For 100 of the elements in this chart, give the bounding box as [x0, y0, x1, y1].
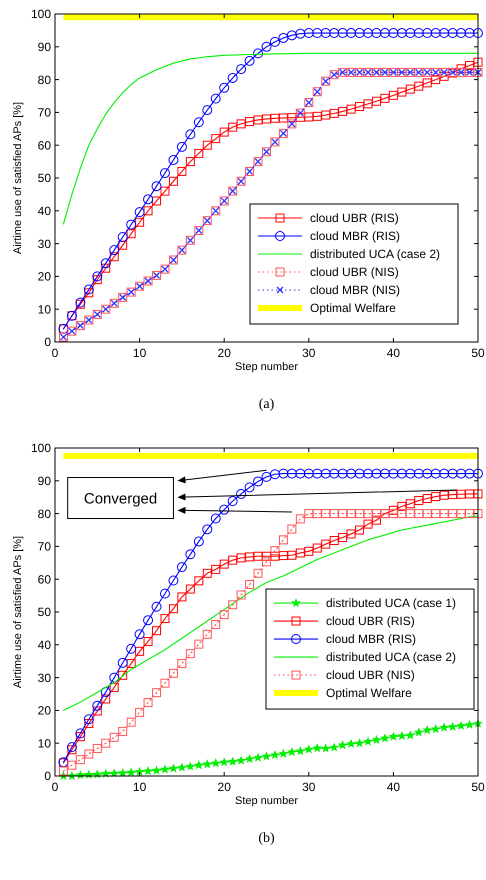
point [448, 722, 457, 730]
point [186, 762, 195, 770]
point [100, 258, 111, 268]
point [236, 488, 246, 499]
point [431, 509, 440, 518]
point [202, 524, 212, 534]
point [278, 468, 288, 479]
point [134, 207, 145, 218]
point [364, 509, 373, 518]
y-tick-label: 100 [30, 441, 52, 456]
point [254, 753, 262, 762]
point [330, 742, 338, 752]
point [135, 767, 144, 776]
point [397, 502, 406, 511]
x-tick-label: 40 [386, 346, 400, 360]
point [101, 769, 110, 778]
point [296, 112, 305, 122]
point [389, 732, 398, 740]
point [422, 468, 432, 479]
point [236, 590, 246, 600]
point [219, 82, 230, 93]
point [296, 746, 305, 755]
point [406, 509, 415, 518]
point [253, 476, 264, 486]
point [346, 104, 356, 114]
point [236, 553, 246, 562]
point [338, 509, 348, 518]
x-tick-label: 50 [471, 346, 485, 360]
x-tick-label: 10 [132, 346, 147, 360]
point [202, 630, 212, 639]
legend-label: Optimal Welfare [310, 301, 396, 316]
annotation: Converged [84, 490, 158, 508]
point [338, 106, 348, 116]
point [296, 548, 305, 558]
point [126, 220, 136, 230]
point [464, 468, 475, 479]
point [211, 620, 220, 629]
point [338, 533, 348, 542]
point [355, 102, 364, 111]
point [371, 468, 382, 479]
point [126, 768, 136, 776]
y-tick-label: 80 [38, 72, 52, 87]
point [168, 576, 178, 586]
point [346, 739, 356, 748]
point [168, 176, 178, 186]
legend-label: distributed UCA (case 1) [326, 596, 456, 610]
point [396, 28, 407, 38]
point [304, 744, 314, 754]
point [312, 112, 322, 121]
point [144, 698, 153, 708]
point [355, 526, 364, 534]
point [202, 140, 212, 150]
point [236, 64, 246, 74]
point [330, 509, 339, 518]
point [371, 28, 382, 38]
point [194, 576, 204, 586]
point [355, 738, 364, 747]
point [456, 490, 466, 499]
point [194, 148, 204, 158]
point [278, 113, 288, 122]
point [465, 720, 474, 729]
point [396, 468, 407, 479]
legend-label: cloud UBR (NIS) [326, 668, 415, 682]
point [406, 730, 415, 740]
point [101, 738, 110, 748]
point [414, 509, 424, 518]
point [126, 644, 136, 654]
point [406, 499, 415, 508]
legend-label: distributed UCA (case 2) [326, 650, 456, 664]
point [288, 748, 296, 756]
legend-label: cloud UBR (RIS) [310, 211, 399, 226]
y-tick-label: 100 [30, 7, 52, 22]
point [330, 108, 339, 118]
point [168, 604, 178, 614]
point [456, 721, 466, 730]
point [220, 560, 229, 569]
point [92, 275, 102, 284]
point [110, 252, 119, 262]
legend-label: cloud MBR (RIS) [326, 632, 416, 646]
point [448, 28, 458, 38]
point [431, 75, 440, 84]
point [422, 28, 432, 38]
y-tick-label: 90 [38, 474, 52, 488]
x-tick-label: 40 [386, 780, 400, 794]
point [431, 492, 440, 502]
point [219, 504, 230, 515]
point [346, 509, 356, 518]
y-tick-label: 70 [38, 106, 52, 120]
point [186, 649, 195, 658]
point [100, 687, 111, 698]
point [84, 284, 94, 295]
point [304, 546, 314, 556]
point [76, 755, 85, 764]
point [278, 551, 288, 560]
point [295, 28, 306, 39]
point [135, 708, 144, 717]
point [321, 110, 330, 120]
point [143, 194, 154, 204]
point [254, 115, 263, 124]
point [363, 28, 374, 38]
